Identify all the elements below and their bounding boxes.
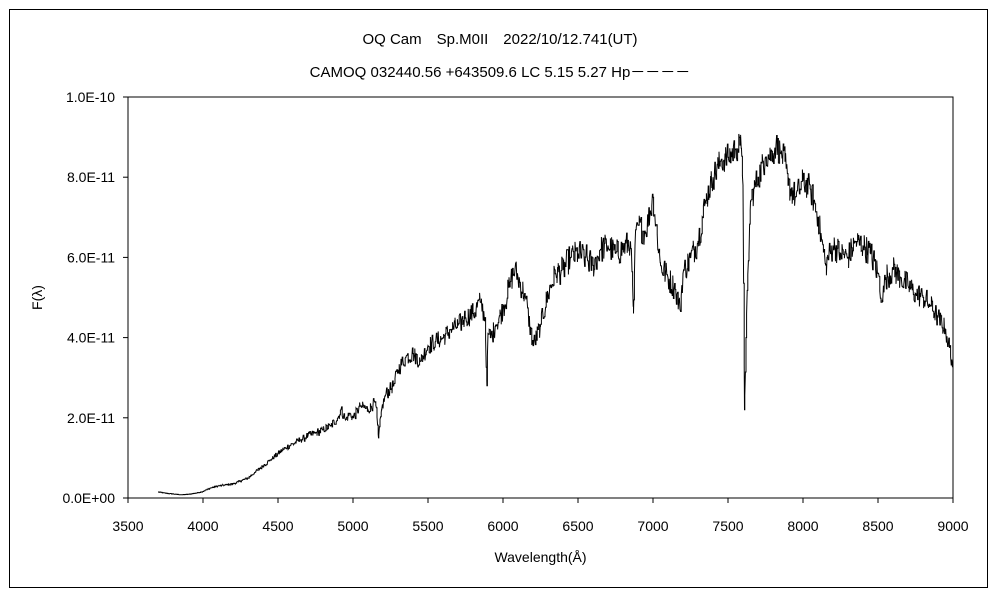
x-tick-label: 7500	[712, 518, 743, 534]
chart-frame	[9, 9, 988, 588]
chart-subtitle: CAMOQ 032440.56 +643509.6 LC 5.15 5.27 H…	[309, 64, 691, 81]
spectrum-line	[158, 133, 954, 496]
x-tick-label: 7000	[637, 518, 668, 534]
y-tick-label: 6.0E-11	[67, 249, 115, 265]
chart-title: OQ Cam Sp.M0II 2022/10/12.741(UT)	[362, 31, 638, 48]
x-tick-label: 9000	[937, 518, 968, 534]
x-tick-label: 4000	[187, 518, 218, 534]
x-tick-label: 5000	[337, 518, 368, 534]
y-tick-label: 0.0E+00	[62, 490, 115, 506]
x-tick-label: 8500	[862, 518, 893, 534]
x-axis-label: Wavelength(Å)	[494, 549, 586, 565]
x-tick-label: 5500	[412, 518, 443, 534]
y-tick-label: 1.0E-10	[66, 89, 115, 105]
x-tick-label: 3500	[112, 518, 143, 534]
x-tick-label: 8000	[787, 518, 818, 534]
x-tick-label: 6500	[562, 518, 593, 534]
plot-area	[127, 96, 954, 499]
y-tick-label: 8.0E-11	[67, 169, 115, 185]
x-tick-label: 4500	[262, 518, 293, 534]
x-axis: 3500 4000 4500 5000 5500 6000 6500 7000 7500 8000…	[112, 498, 969, 534]
y-tick-label: 2.0E-11	[67, 410, 115, 426]
x-tick-label: 6000	[487, 518, 518, 534]
y-axis-label: F(λ)	[29, 285, 45, 310]
y-axis: 0.0E+00 2.0E-11 4.0E-11 6.0E-11 8.0E-11 1.0E-…	[62, 89, 128, 506]
y-tick-label: 4.0E-11	[67, 330, 115, 346]
